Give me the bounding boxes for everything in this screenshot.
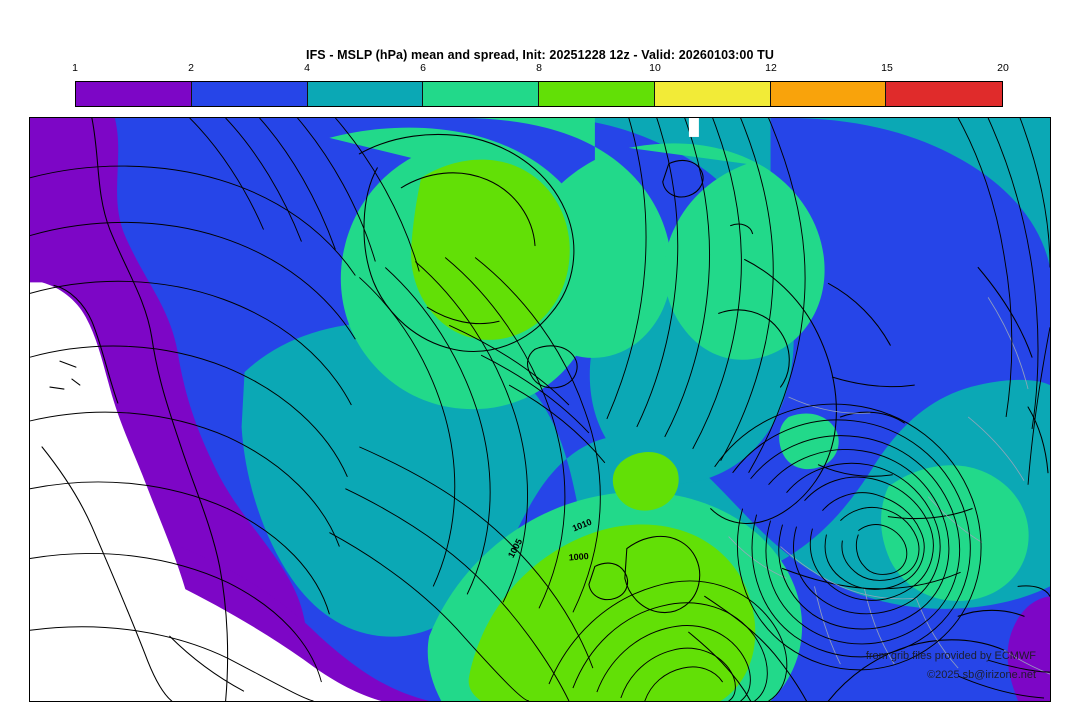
colorbar-segment-10-12 xyxy=(654,82,771,106)
political-borders xyxy=(728,297,1050,675)
colorbar-gradient xyxy=(75,81,1003,107)
colorbar-segment-12-15 xyxy=(770,82,887,106)
colorbar: 1 2 4 6 8 10 12 15 20 xyxy=(72,62,1009,110)
colorbar-segment-6-8 xyxy=(423,82,539,106)
colorbar-segment-2-4 xyxy=(191,82,308,106)
spread-band-8-10-greenland xyxy=(411,159,570,340)
spread-band-6-8-norwegian xyxy=(628,143,825,360)
spread-band-4-6-northeast xyxy=(788,118,1050,268)
colorbar-segment-1-2 xyxy=(76,82,192,106)
watermark-copyright: ©2025 sb@irizone.net xyxy=(927,669,1036,681)
colorbar-segment-15-20 xyxy=(886,82,1002,106)
isobar-label-1000: 1000 xyxy=(568,551,589,562)
colorbar-tick-labels: 1 2 4 6 8 10 12 15 20 xyxy=(72,62,1009,80)
colorbar-tick-2: 2 xyxy=(188,62,194,74)
colorbar-tick-1: 1 xyxy=(72,62,78,74)
colorbar-tick-20: 20 xyxy=(997,62,1009,74)
isobars xyxy=(30,118,1050,701)
colorbar-tick-4: 4 xyxy=(304,62,310,74)
top-notch-marker xyxy=(688,118,699,137)
land-mask-west xyxy=(30,282,201,701)
mslp-spread-map: 1010 1005 1000 from grib files provided … xyxy=(30,118,1050,701)
page-title: IFS - MSLP (hPa) mean and spread, Init: … xyxy=(306,48,774,62)
colorbar-tick-10: 10 xyxy=(649,62,661,74)
colorbar-tick-15: 15 xyxy=(881,62,893,74)
map-canvas[interactable]: 1010 1005 1000 from grib files provided … xyxy=(29,117,1051,702)
spread-band-8-10-channel xyxy=(612,451,679,511)
land-mask-southwest xyxy=(179,586,382,701)
watermark-source: from grib files provided by ECMWF xyxy=(866,650,1036,662)
colorbar-tick-8: 8 xyxy=(536,62,542,74)
spread-band-6-8-baltic xyxy=(881,465,1029,601)
colorbar-tick-6: 6 xyxy=(420,62,426,74)
colorbar-segment-8-10 xyxy=(539,82,655,106)
colorbar-segment-4-6 xyxy=(307,82,424,106)
spread-band-8-10-britain xyxy=(468,524,756,701)
colorbar-tick-12: 12 xyxy=(765,62,777,74)
spread-band-1-2-east xyxy=(1007,596,1050,701)
